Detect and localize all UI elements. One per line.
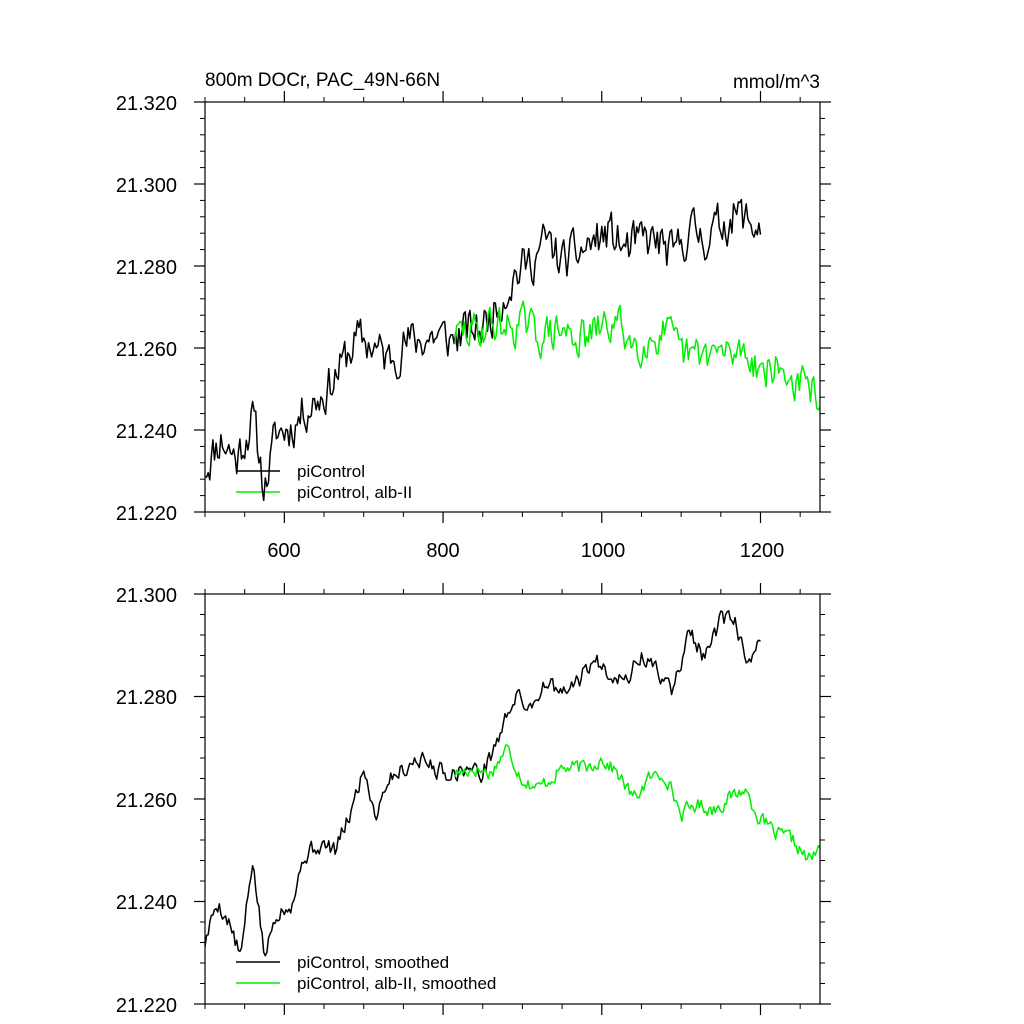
top-chart-units-label: mmol/m^3 [733,72,820,93]
top-y-tick-labels: 21.320 21.300 21.280 21.260 21.240 21.22… [116,93,177,525]
bottom-y-tick-label: 21.280 [116,687,177,709]
top-y-tick-label: 21.300 [116,175,177,197]
top-x-tick-label: 800 [426,540,459,562]
series-line-picontrol [204,198,762,502]
top-chart-panel: 800m DOCr, PAC_49N-66N mmol/m^3 21.320 2… [116,70,831,562]
series-line-picontrol-alb-ii-smoothed [454,744,821,861]
top-y-tick-label: 21.240 [116,421,177,443]
bottom-y-tick-label: 21.240 [116,892,177,914]
legend-label-picontrol-alb-ii: piControl, alb-II [297,483,412,502]
legend-label-picontrol: piControl [297,462,365,481]
top-y-tick-label: 21.260 [116,339,177,361]
top-x-tick-labels: 600 800 1000 1200 [267,540,784,562]
top-x-tick-label: 1000 [581,540,626,562]
bottom-chart-panel: 21.300 21.280 21.260 21.240 21.220 piCon… [116,583,831,1017]
series-line-picontrol-smoothed [204,610,761,957]
top-chart-title: 800m DOCr, PAC_49N-66N [205,70,440,91]
top-y-tick-label: 21.220 [116,503,177,525]
top-y-tick-label: 21.320 [116,93,177,115]
top-x-tick-label: 600 [267,540,300,562]
bottom-y-tick-label: 21.260 [116,790,177,812]
series-line-picontrol-alb-ii [454,300,821,411]
bottom-y-tick-label: 21.300 [116,585,177,607]
top-legend: piControl piControl, alb-II [236,462,412,502]
bottom-legend: piControl, smoothed piControl, alb-II, s… [236,953,496,993]
top-plot-frame [204,101,821,513]
top-x-tick-label: 1200 [740,540,785,562]
legend-label-picontrol-smoothed: piControl, smoothed [297,953,449,972]
top-y-tick-label: 21.280 [116,257,177,279]
legend-label-picontrol-alb-ii-smoothed: piControl, alb-II, smoothed [297,974,496,993]
bottom-y-tick-labels: 21.300 21.280 21.260 21.240 21.220 [116,585,177,1017]
bottom-y-tick-label: 21.220 [116,995,177,1017]
